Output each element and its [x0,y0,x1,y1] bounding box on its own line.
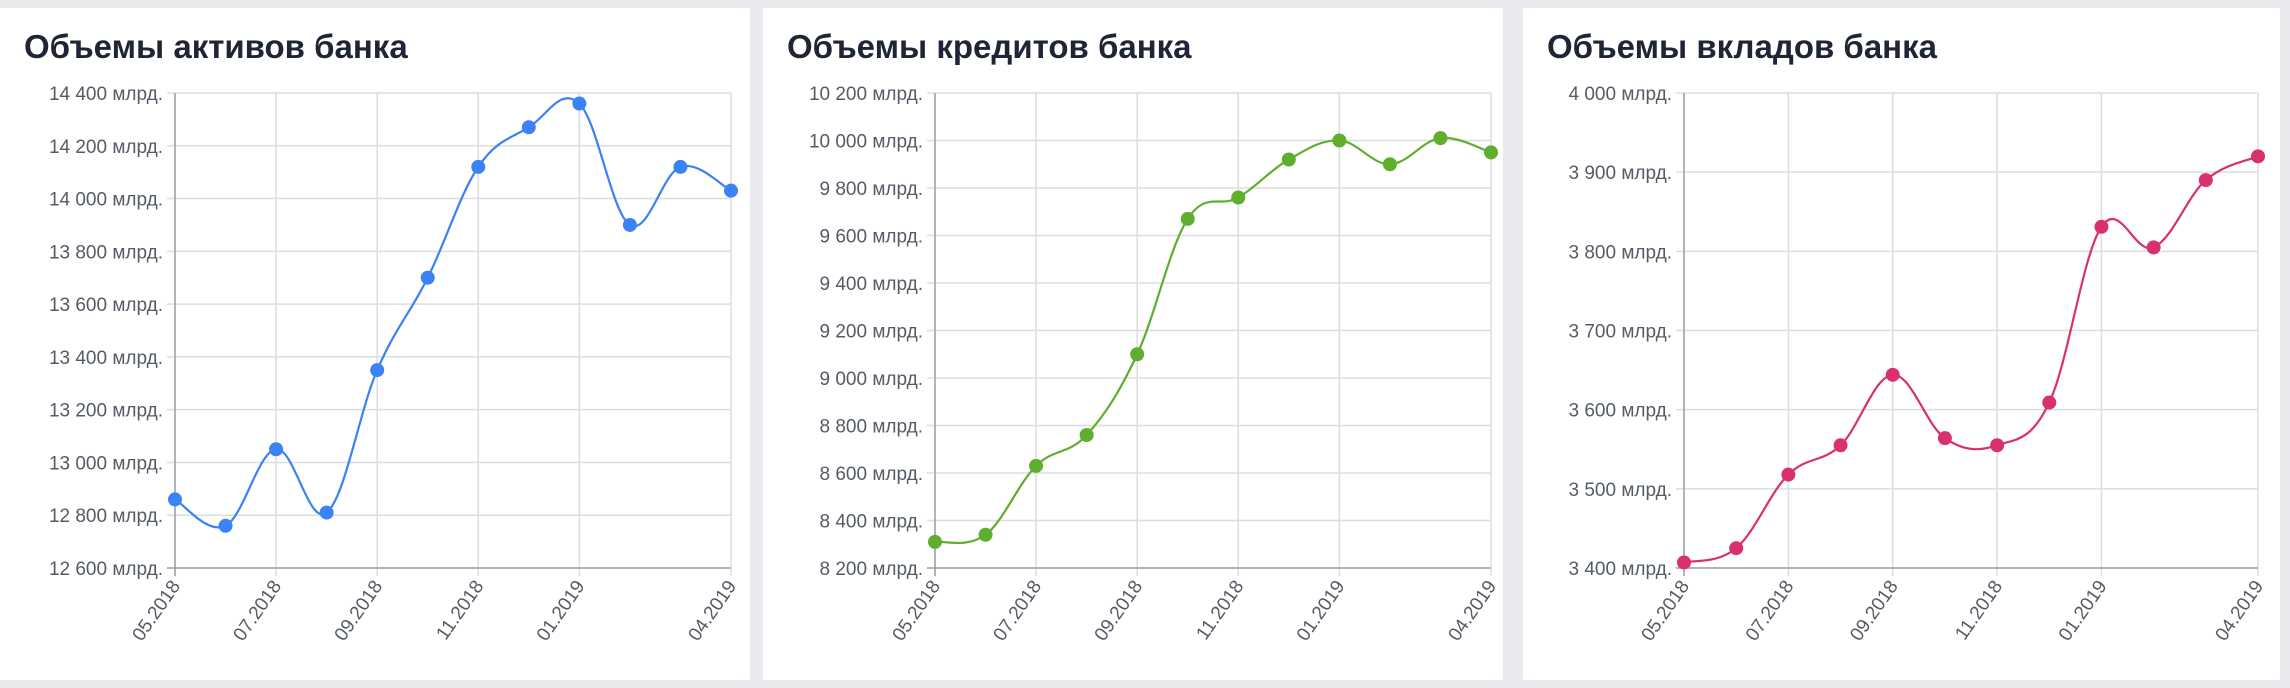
data-point[interactable] [2198,173,2213,188]
data-point[interactable] [724,183,738,198]
data-point[interactable] [928,534,942,549]
x-tick-label: 01.2019 [1293,577,1350,645]
y-tick-label: 8 400 млрд. [820,512,923,533]
x-tick-label: 09.2018 [1091,577,1148,645]
y-tick-label: 13 200 млрд. [49,401,163,422]
y-tick-label: 3 600 млрд. [1569,401,1672,422]
data-point[interactable] [2042,395,2057,410]
y-tick-label: 9 600 млрд. [820,227,923,248]
y-tick-label: 3 800 млрд. [1569,242,1672,263]
x-tick-label: 01.2019 [2055,577,2112,645]
y-tick-label: 13 000 млрд. [49,453,163,474]
data-point[interactable] [269,442,284,457]
x-tick-label: 05.2018 [1637,577,1694,645]
data-point[interactable] [978,527,993,542]
data-point[interactable] [1180,211,1195,226]
data-point[interactable] [1382,157,1397,172]
data-point[interactable] [1079,428,1094,442]
loans-line-chart: 8 200 млрд. 8 400 млрд. 8 600 млрд. 8 800 м… [809,84,1501,645]
data-point[interactable] [471,159,486,174]
y-tick-label: 9 800 млрд. [820,179,923,200]
y-tick-label: 10 000 млрд. [809,132,923,153]
data-point[interactable] [1885,367,1900,382]
x-tick-label: 04.2019 [2211,577,2268,645]
data-point[interactable] [370,363,385,378]
y-tick-label: 12 600 млрд. [49,559,163,580]
y-tick-label: 9 000 млрд. [820,369,923,390]
data-point[interactable] [168,492,182,507]
x-tick-label: 09.2018 [1846,577,1903,645]
data-point[interactable] [1332,133,1347,148]
x-tick-label: 05.2018 [888,577,945,645]
data-point[interactable] [1029,458,1044,473]
chart-title: Объемы активов банка [24,28,408,65]
y-tick-label: 10 200 млрд. [809,84,923,105]
data-point[interactable] [2146,240,2161,255]
deposits-chart-panel: Объемы вкладов банка 3 400 млрд. 3 500 мл… [1523,8,2280,680]
chart-title: Объемы вкладов банка [1547,28,1937,65]
y-tick-label: 9 400 млрд. [820,274,923,295]
data-point[interactable] [572,96,587,111]
y-tick-label: 4 000 млрд. [1569,84,1672,105]
data-point[interactable] [1130,347,1145,362]
data-point[interactable] [420,270,435,285]
loans-chart-panel: Объемы кредитов банка 8 200 млрд. 8 400 м… [763,8,1503,680]
y-tick-label: 13 600 млрд. [49,295,163,316]
data-point[interactable] [2251,149,2265,164]
data-point[interactable] [1281,152,1296,167]
y-tick-label: 13 800 млрд. [49,242,163,263]
x-tick-label: 04.2019 [684,577,741,645]
x-tick-label: 11.2018 [1951,577,2007,644]
chart-title: Объемы кредитов банка [787,28,1192,65]
x-tick-label: 05.2018 [128,577,185,645]
y-tick-label: 14 000 млрд. [49,190,163,211]
assets-chart-panel: Объемы активов банка 12 600 млрд. 12 800 … [0,8,750,680]
series-line [1683,155,2259,564]
x-tick-label: 09.2018 [331,577,388,645]
data-point[interactable] [1231,190,1246,205]
y-tick-label: 14 400 млрд. [49,84,163,105]
y-tick-label: 9 200 млрд. [820,322,923,343]
assets-line-chart: 12 600 млрд. 12 800 млрд. 13 000 млрд. 13 2… [49,84,741,645]
data-point[interactable] [218,518,233,533]
data-point[interactable] [1990,438,2005,453]
y-tick-label: 3 400 млрд. [1569,559,1672,580]
y-tick-label: 8 200 млрд. [820,559,923,580]
data-point[interactable] [622,217,637,232]
series-line [934,136,1492,545]
x-tick-label: 07.2018 [1742,577,1799,645]
x-tick-label: 11.2018 [1193,577,1249,644]
y-tick-label: 13 400 млрд. [49,348,163,369]
x-tick-label: 07.2018 [990,577,1047,645]
y-tick-label: 8 600 млрд. [820,464,923,485]
data-point[interactable] [1833,438,1848,453]
data-point[interactable] [1484,145,1498,160]
x-tick-label: 07.2018 [230,577,287,645]
y-tick-label: 8 800 млрд. [820,417,923,438]
data-point[interactable] [1729,541,1744,556]
y-tick-label: 3 500 млрд. [1569,480,1672,501]
data-point[interactable] [2094,219,2109,234]
deposits-line-chart: 3 400 млрд. 3 500 млрд. 3 600 млрд. 3 700 м… [1569,84,2269,645]
data-point[interactable] [1677,555,1691,570]
y-tick-label: 14 200 млрд. [49,137,163,158]
data-point[interactable] [1781,467,1796,482]
data-point[interactable] [319,505,334,520]
data-point[interactable] [521,120,536,135]
y-tick-label: 12 800 млрд. [49,506,163,527]
y-tick-label: 3 700 млрд. [1569,322,1672,343]
x-tick-label: 01.2019 [533,577,590,645]
data-point[interactable] [673,159,688,174]
data-point[interactable] [1937,431,1952,446]
x-tick-label: 11.2018 [433,577,489,644]
x-tick-label: 04.2019 [1444,577,1501,645]
data-point[interactable] [1433,131,1448,146]
y-tick-label: 3 900 млрд. [1569,163,1672,184]
